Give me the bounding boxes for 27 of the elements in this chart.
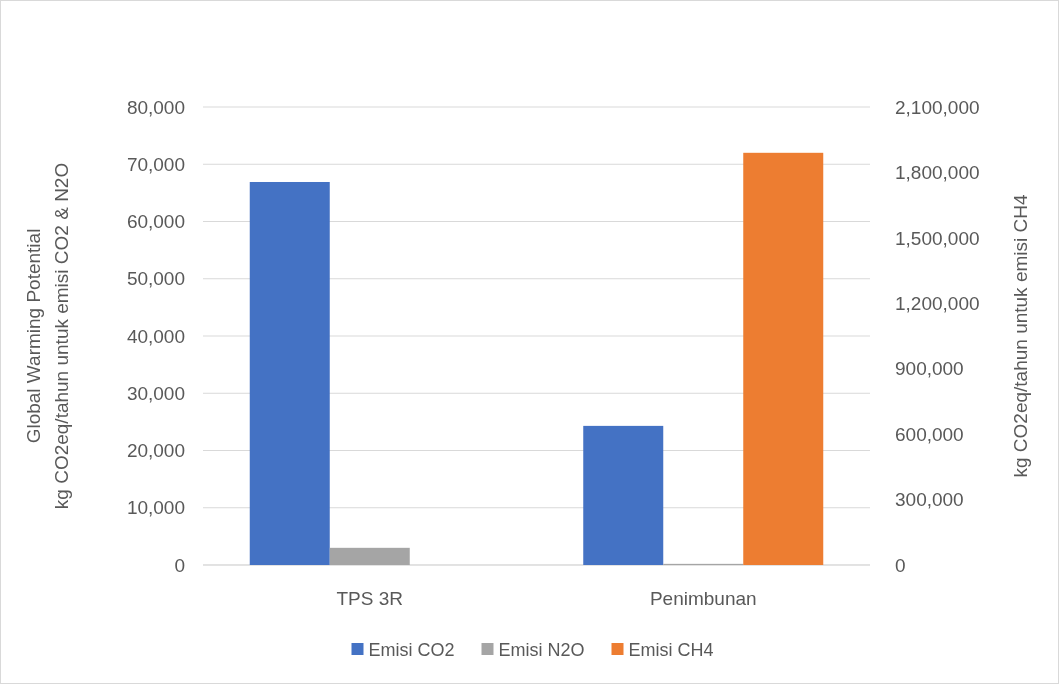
y-tick-label: 10,000 bbox=[126, 497, 185, 519]
bar bbox=[329, 547, 410, 565]
y2-tick-label: 300,000 bbox=[895, 489, 964, 511]
y-tick-label: 80,000 bbox=[126, 96, 185, 118]
y-axis-title: Global Warming Potential kg CO2eq/tahun untuk emisi CO2 & N2O bbox=[23, 162, 72, 510]
legend-label: Emisi CO2 bbox=[368, 640, 455, 661]
y-tick-label: 40,000 bbox=[126, 325, 185, 347]
x-tick-label: TPS 3R bbox=[336, 588, 404, 609]
y2-tick-label: 1,800,000 bbox=[895, 162, 980, 184]
y2-tick-label: 1,200,000 bbox=[895, 292, 980, 314]
bar bbox=[583, 425, 664, 565]
y-tick-label: 60,000 bbox=[126, 211, 185, 233]
legend-label: Emisi CH4 bbox=[628, 640, 714, 661]
x-tick-label: Penimbunan bbox=[649, 588, 757, 609]
y2-axis-title: kg CO2eq/tahun untuk emisi CH4 bbox=[1010, 194, 1031, 478]
y2-tick-label: 0 bbox=[895, 554, 906, 576]
y-tick-label: 50,000 bbox=[126, 268, 185, 290]
y2-tick-label: 900,000 bbox=[895, 358, 964, 380]
y-tick-label: 70,000 bbox=[126, 153, 185, 175]
y-tick-label: 0 bbox=[174, 554, 185, 576]
y-tick-label: 20,000 bbox=[126, 440, 185, 462]
legend-label: Emisi N2O bbox=[498, 640, 585, 661]
bar bbox=[249, 182, 330, 565]
y2-tick-label: 1,500,000 bbox=[895, 227, 980, 249]
y2-tick-label: 2,100,000 bbox=[895, 96, 980, 118]
y2-tick-label: 600,000 bbox=[895, 423, 964, 445]
y-tick-label: 30,000 bbox=[126, 382, 185, 404]
